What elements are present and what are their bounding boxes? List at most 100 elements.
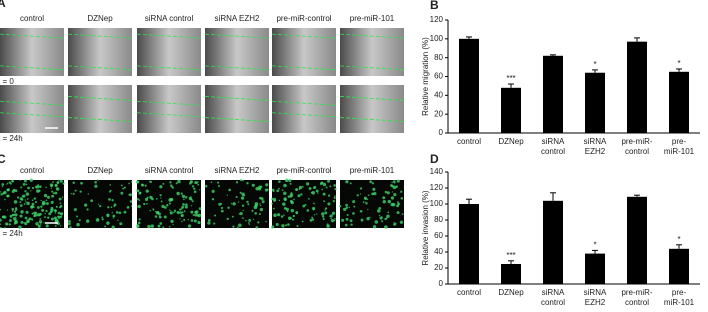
cell (159, 185, 163, 189)
cell (69, 226, 72, 229)
cell (400, 190, 403, 193)
wound-edge (204, 117, 270, 122)
cell (190, 219, 194, 222)
cell (253, 205, 258, 210)
cell (313, 202, 315, 205)
cell (15, 208, 18, 211)
cell (35, 222, 39, 226)
cell (349, 182, 352, 185)
cell (57, 220, 59, 223)
wound-edge (0, 65, 65, 71)
cell (0, 218, 2, 222)
cell (346, 214, 349, 216)
cell (59, 202, 62, 204)
cell (80, 181, 83, 185)
cell (11, 189, 15, 193)
cell (322, 218, 325, 221)
cell (19, 214, 23, 218)
cell (400, 197, 404, 200)
cell (345, 206, 349, 209)
cell (172, 223, 174, 226)
cell (25, 183, 28, 186)
cell (350, 223, 353, 226)
cell (168, 225, 171, 228)
cell (331, 211, 336, 215)
cell (238, 223, 242, 228)
cell (149, 195, 153, 200)
cell (5, 222, 9, 226)
x-tick-label: siRNA (542, 137, 565, 146)
cell (236, 226, 239, 229)
cell (160, 200, 163, 203)
cell (385, 217, 388, 220)
cell (68, 220, 71, 223)
y-axis-label: Relative migration (%) (421, 37, 430, 116)
scratch-image (68, 28, 132, 76)
cell (287, 195, 291, 198)
cell (24, 222, 28, 226)
bar (627, 41, 647, 133)
cell (197, 220, 201, 225)
y-tick-label: 0 (439, 279, 444, 288)
cell (45, 186, 47, 189)
cell (176, 210, 180, 215)
cell (162, 182, 165, 185)
wound-edge (204, 65, 270, 71)
cell (25, 210, 29, 214)
cell (26, 198, 29, 200)
time-label: t = 24h (0, 134, 23, 143)
cell (271, 197, 274, 201)
x-tick-label: siRNA (584, 137, 607, 146)
cell (211, 189, 215, 193)
cell (194, 213, 198, 217)
cell (51, 190, 54, 193)
cell (58, 179, 60, 181)
cell (329, 214, 333, 218)
cell (246, 200, 249, 204)
cell (106, 221, 110, 225)
bar (669, 248, 689, 284)
cell (41, 208, 45, 212)
cell (235, 195, 238, 199)
cell (8, 223, 11, 226)
cell (54, 218, 57, 220)
cell (367, 208, 369, 211)
cell (45, 224, 49, 228)
cell (56, 181, 60, 184)
cell (55, 184, 58, 187)
cell (356, 194, 359, 197)
cell (387, 199, 391, 204)
cell (289, 182, 292, 185)
cell (20, 186, 23, 189)
cell (149, 209, 151, 212)
wound-edge (136, 100, 202, 106)
cell (190, 196, 192, 198)
cell (144, 197, 149, 202)
cell (40, 199, 42, 202)
cell (316, 213, 318, 215)
cell (6, 209, 9, 211)
cell (169, 211, 173, 215)
cell (320, 181, 324, 185)
cell (58, 197, 62, 201)
cell (301, 220, 304, 223)
significance: *** (506, 74, 515, 83)
cell (227, 206, 230, 209)
cell (8, 181, 12, 184)
cell (24, 216, 28, 220)
cell (210, 181, 213, 183)
cell (349, 219, 353, 223)
cell (311, 216, 314, 219)
cell (170, 219, 174, 224)
cell (381, 216, 383, 218)
image-column-label: pre-miR-101 (350, 166, 395, 175)
cell (59, 206, 62, 209)
cell (251, 209, 254, 212)
cell (173, 209, 177, 212)
cell (3, 215, 7, 219)
cell (290, 208, 295, 213)
cell (27, 186, 30, 190)
cell (119, 222, 123, 226)
cell (110, 206, 113, 209)
cell (76, 222, 80, 227)
